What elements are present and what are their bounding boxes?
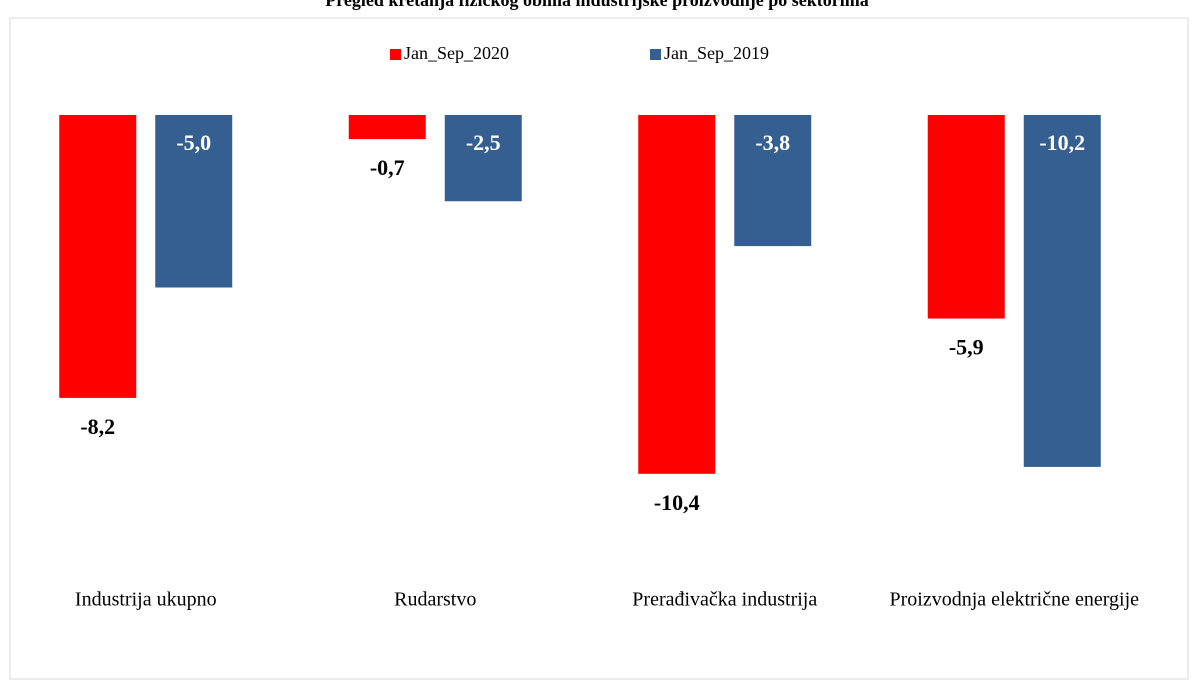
- x-tick-label: Proizvodnja električne energije: [889, 589, 1139, 611]
- bar: [638, 115, 716, 474]
- label-background: [72, 409, 125, 446]
- value-label: -0,7: [370, 155, 405, 180]
- value-label: -3,8: [755, 130, 790, 155]
- legend-swatch: [650, 49, 661, 60]
- value-label: -2,5: [466, 130, 501, 155]
- bar: [1023, 115, 1101, 467]
- bar: [59, 115, 137, 398]
- bar: [444, 115, 522, 202]
- bar: [155, 115, 233, 288]
- chart-title: Pregled kretanja fizičkog obima industri…: [325, 0, 869, 10]
- legend-label: Jan_Sep_2019: [664, 43, 769, 63]
- x-tick-label: Industrija ukupno: [75, 589, 217, 611]
- value-label: -10,4: [654, 490, 700, 515]
- legend-label: Jan_Sep_2020: [404, 43, 509, 63]
- bar: [927, 115, 1005, 319]
- value-label: -5,9: [949, 335, 984, 360]
- x-tick-label: Rudarstvo: [394, 589, 476, 611]
- value-label: -10,2: [1039, 130, 1085, 155]
- bar: [348, 115, 426, 140]
- value-label: -8,2: [80, 414, 115, 439]
- bar: [734, 115, 812, 247]
- legend-swatch: [390, 49, 401, 60]
- value-label: -5,0: [176, 130, 211, 155]
- x-tick-label: Prerađivačka industrija: [632, 589, 817, 611]
